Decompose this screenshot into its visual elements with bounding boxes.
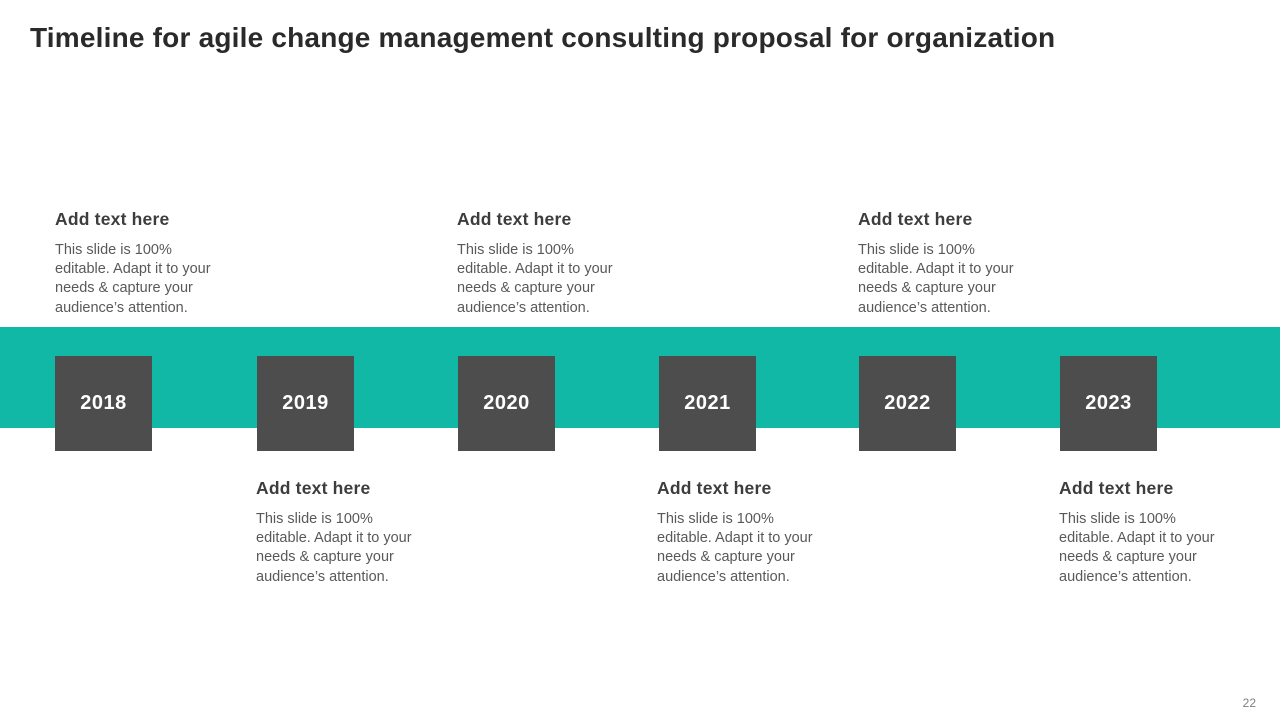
body-line: This slide is 100% <box>858 242 975 258</box>
text-block-heading: Add text here <box>657 478 772 498</box>
body-line: audience’s attention. <box>256 568 389 585</box>
body-line: needs & capture your <box>55 280 193 297</box>
text-block-body: This slide is 100% editable. Adapt it to… <box>1059 510 1259 587</box>
text-block-heading: Add text here <box>55 209 170 229</box>
body-line: audience’s attention. <box>657 568 790 585</box>
text-block-body: This slide is 100% editable. Adapt it to… <box>55 241 255 318</box>
body-line: editable. Adapt it to your <box>657 530 813 547</box>
text-block-heading: Add text here <box>1059 478 1174 498</box>
body-line: needs & capture your <box>256 549 394 566</box>
text-block-2022[interactable]: Add text here This slide is 100% editabl… <box>858 208 1058 318</box>
text-block-body: This slide is 100% editable. Adapt it to… <box>457 241 657 318</box>
text-block-body: This slide is 100% editable. Adapt it to… <box>657 510 857 587</box>
body-line: editable. Adapt it to your <box>1059 530 1215 547</box>
body-line: audience’s attention. <box>55 299 188 316</box>
body-line: audience’s attention. <box>1059 568 1192 585</box>
body-line: needs & capture your <box>1059 549 1197 566</box>
body-line: editable. Adapt it to your <box>457 261 613 278</box>
text-block-2018[interactable]: Add text here This slide is 100% editabl… <box>55 208 255 318</box>
text-block-body: This slide is 100% editable. Adapt it to… <box>858 241 1058 318</box>
text-block-2023[interactable]: Add text here This slide is 100% editabl… <box>1059 477 1259 587</box>
year-box-2018[interactable]: 2018 <box>55 356 152 451</box>
page-number: 22 <box>1242 696 1256 710</box>
text-block-heading: Add text here <box>256 478 371 498</box>
text-block-2021[interactable]: Add text here This slide is 100% editabl… <box>657 477 857 587</box>
body-line: This slide is 100% <box>256 511 373 527</box>
body-line: needs & capture your <box>858 280 996 297</box>
text-block-2020[interactable]: Add text here This slide is 100% editabl… <box>457 208 657 318</box>
body-line: editable. Adapt it to your <box>858 261 1014 278</box>
year-box-2023[interactable]: 2023 <box>1060 356 1157 451</box>
text-block-body: This slide is 100% editable. Adapt it to… <box>256 510 456 587</box>
body-line: needs & capture your <box>457 280 595 297</box>
body-line: This slide is 100% <box>55 242 172 258</box>
body-line: audience’s attention. <box>858 299 991 316</box>
year-box-2020[interactable]: 2020 <box>458 356 555 451</box>
year-box-2021[interactable]: 2021 <box>659 356 756 451</box>
year-box-2022[interactable]: 2022 <box>859 356 956 451</box>
body-line: This slide is 100% <box>457 242 574 258</box>
body-line: editable. Adapt it to your <box>55 261 211 278</box>
page-title: Timeline for agile change management con… <box>30 22 1056 53</box>
body-line: This slide is 100% <box>1059 511 1176 527</box>
body-line: audience’s attention. <box>457 299 590 316</box>
year-box-2019[interactable]: 2019 <box>257 356 354 451</box>
text-block-2019[interactable]: Add text here This slide is 100% editabl… <box>256 477 456 587</box>
text-block-heading: Add text here <box>858 209 973 229</box>
body-line: needs & capture your <box>657 549 795 566</box>
body-line: This slide is 100% <box>657 511 774 527</box>
body-line: editable. Adapt it to your <box>256 530 412 547</box>
text-block-heading: Add text here <box>457 209 572 229</box>
